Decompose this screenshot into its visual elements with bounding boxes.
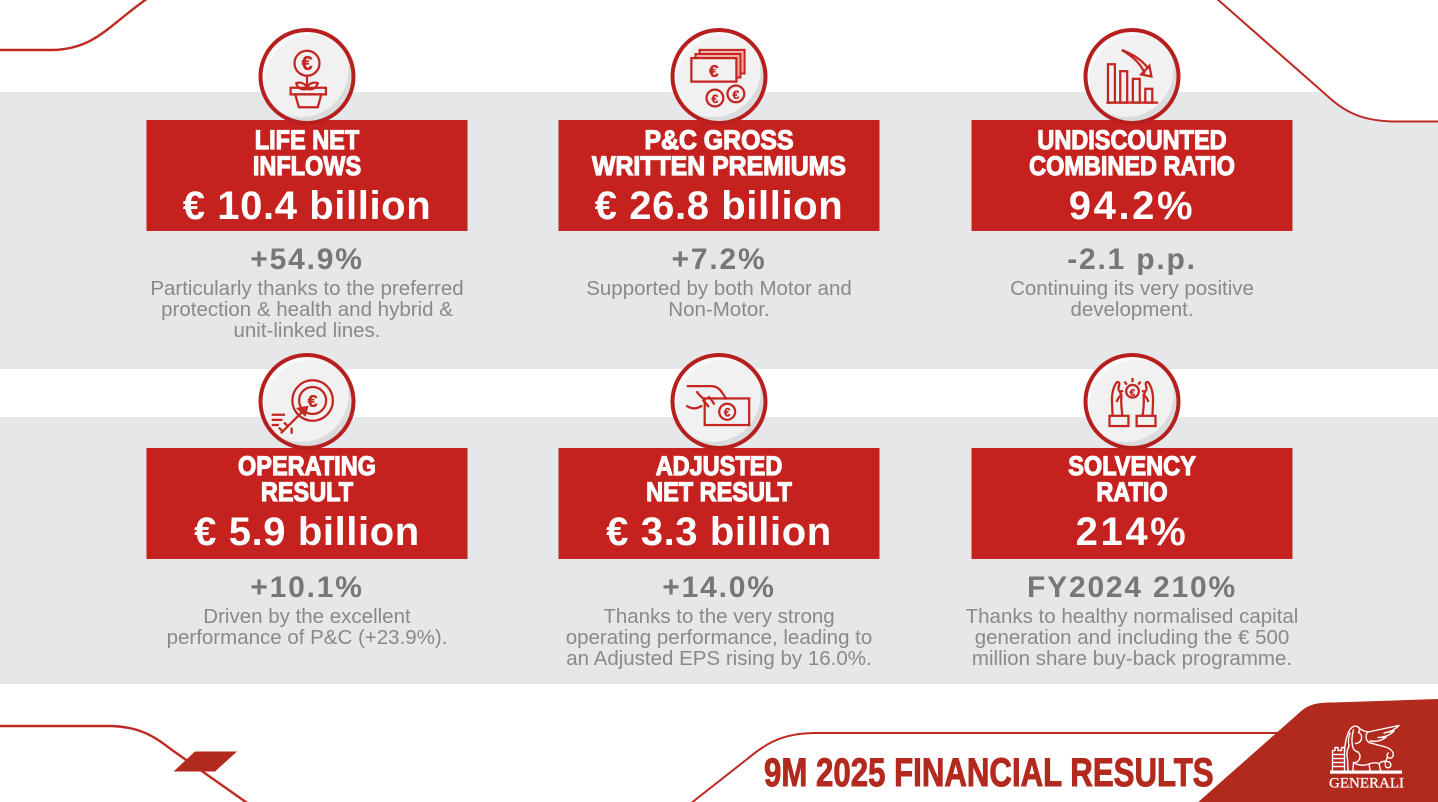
svg-text:€: € — [724, 406, 731, 419]
svg-text:€: € — [301, 53, 312, 75]
svg-text:GENERALI: GENERALI — [1329, 776, 1404, 792]
svg-text:€: € — [732, 88, 739, 102]
svg-text:€: € — [711, 92, 718, 106]
svg-text:€: € — [308, 391, 318, 411]
svg-text:€: € — [1130, 388, 1136, 399]
svg-text:€: € — [709, 61, 719, 81]
